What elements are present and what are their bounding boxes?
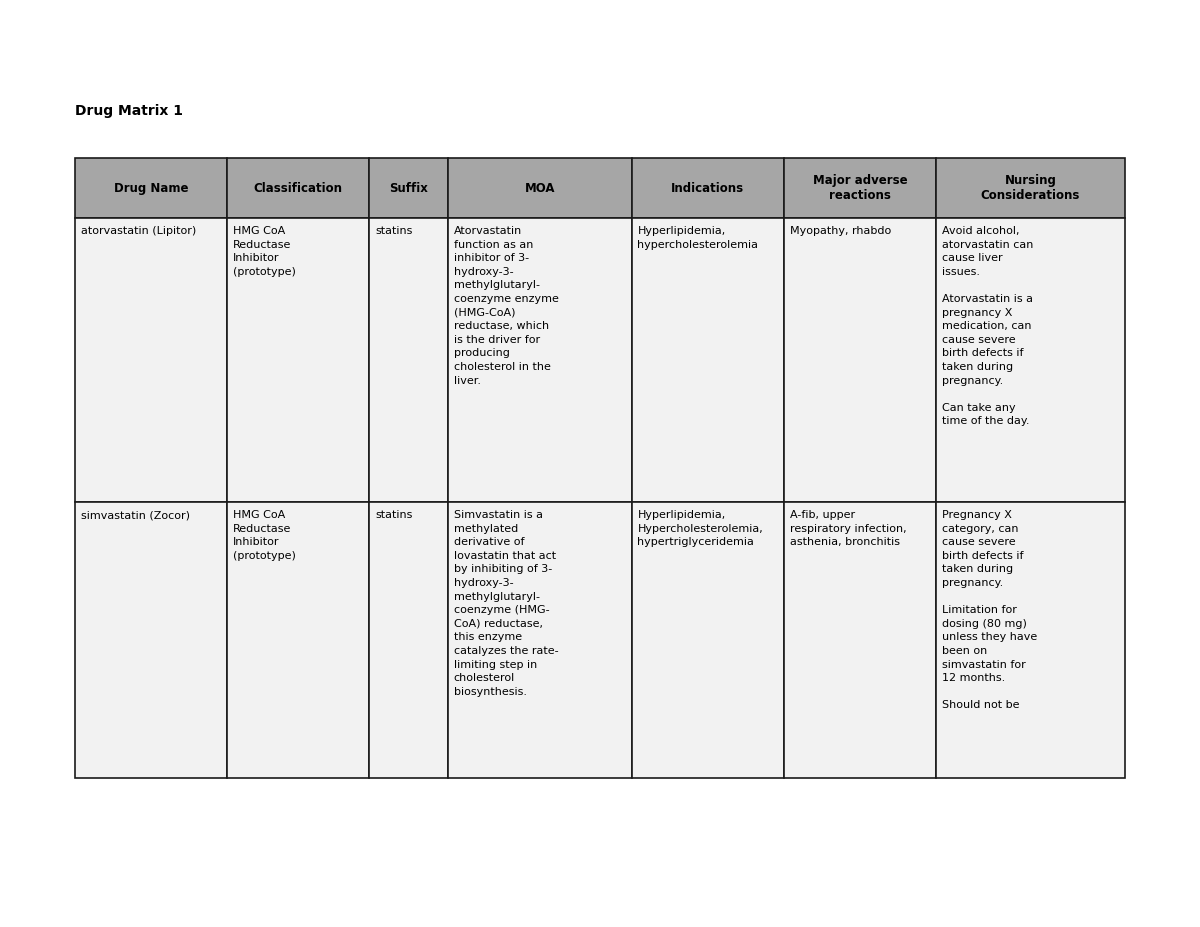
Text: Suffix: Suffix bbox=[389, 182, 428, 195]
Bar bbox=[448, 158, 631, 218]
Text: Indications: Indications bbox=[671, 182, 744, 195]
Bar bbox=[227, 218, 370, 502]
Bar bbox=[631, 502, 784, 778]
Text: HMG CoA
Reductase
Inhibitor
(prototype): HMG CoA Reductase Inhibitor (prototype) bbox=[233, 510, 296, 561]
Bar bbox=[370, 502, 448, 778]
Text: Classification: Classification bbox=[253, 182, 343, 195]
Bar bbox=[448, 218, 631, 502]
Bar bbox=[784, 218, 936, 502]
Bar bbox=[936, 502, 1126, 778]
Bar bbox=[227, 502, 370, 778]
Text: Hyperlipidemia,
Hypercholesterolemia,
hypertriglyceridemia: Hyperlipidemia, Hypercholesterolemia, hy… bbox=[637, 510, 763, 547]
Bar bbox=[631, 158, 784, 218]
Bar bbox=[74, 158, 227, 218]
Bar bbox=[227, 158, 370, 218]
Bar bbox=[936, 158, 1126, 218]
Bar bbox=[936, 218, 1126, 502]
Bar bbox=[370, 158, 448, 218]
Text: HMG CoA
Reductase
Inhibitor
(prototype): HMG CoA Reductase Inhibitor (prototype) bbox=[233, 226, 296, 277]
Text: simvastatin (Zocor): simvastatin (Zocor) bbox=[82, 510, 190, 520]
Text: MOA: MOA bbox=[524, 182, 554, 195]
Bar bbox=[784, 502, 936, 778]
Bar bbox=[74, 502, 227, 778]
Bar bbox=[784, 158, 936, 218]
Text: Drug Name: Drug Name bbox=[114, 182, 188, 195]
Text: statins: statins bbox=[374, 226, 413, 236]
Text: Hyperlipidemia,
hypercholesterolemia: Hyperlipidemia, hypercholesterolemia bbox=[637, 226, 758, 249]
Text: atorvastatin (Lipitor): atorvastatin (Lipitor) bbox=[82, 226, 197, 236]
Text: Nursing
Considerations: Nursing Considerations bbox=[980, 174, 1080, 202]
Text: Major adverse
reactions: Major adverse reactions bbox=[812, 174, 907, 202]
Text: Atorvastatin
function as an
inhibitor of 3-
hydroxy-3-
methylglutaryl-
coenzyme : Atorvastatin function as an inhibitor of… bbox=[454, 226, 559, 386]
Text: Pregnancy X
category, can
cause severe
birth defects if
taken during
pregnancy.
: Pregnancy X category, can cause severe b… bbox=[942, 510, 1037, 710]
Text: Drug Matrix 1: Drug Matrix 1 bbox=[74, 104, 182, 118]
Text: Avoid alcohol,
atorvastatin can
cause liver
issues.

Atorvastatin is a
pregnancy: Avoid alcohol, atorvastatin can cause li… bbox=[942, 226, 1033, 426]
Text: statins: statins bbox=[374, 510, 413, 520]
Bar bbox=[74, 218, 227, 502]
Bar bbox=[370, 218, 448, 502]
Text: Simvastatin is a
methylated
derivative of
lovastatin that act
by inhibiting of 3: Simvastatin is a methylated derivative o… bbox=[454, 510, 558, 697]
Text: Myopathy, rhabdo: Myopathy, rhabdo bbox=[790, 226, 890, 236]
Text: A-fib, upper
respiratory infection,
asthenia, bronchitis: A-fib, upper respiratory infection, asth… bbox=[790, 510, 906, 547]
Bar bbox=[631, 218, 784, 502]
Bar bbox=[448, 502, 631, 778]
